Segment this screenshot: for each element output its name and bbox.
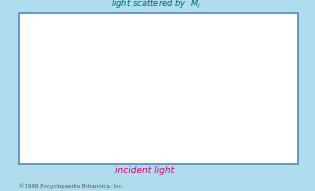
Text: Mₗ: Mₗ — [234, 97, 242, 106]
Text: A: A — [25, 148, 31, 158]
Text: incident light: incident light — [115, 166, 174, 175]
Text: Mᴴ: Mᴴ — [203, 84, 213, 93]
Text: Mᴵ: Mᴵ — [199, 117, 207, 126]
Text: $Z_o$: $Z_o$ — [277, 100, 288, 112]
Text: M₂: M₂ — [87, 80, 97, 89]
Text: M₁: M₁ — [47, 106, 56, 115]
Text: B: B — [287, 148, 293, 158]
Text: D: D — [287, 61, 294, 71]
Text: ©1998 Encyclopaedia Britannica, Inc.: ©1998 Encyclopaedia Britannica, Inc. — [19, 183, 123, 189]
Text: light scattered by  $M_j$: light scattered by $M_j$ — [111, 0, 201, 11]
Text: C: C — [25, 61, 31, 71]
Text: transmitted
light (not
scattered): transmitted light (not scattered) — [238, 33, 280, 56]
Text: Mⱼ: Mⱼ — [171, 113, 179, 122]
